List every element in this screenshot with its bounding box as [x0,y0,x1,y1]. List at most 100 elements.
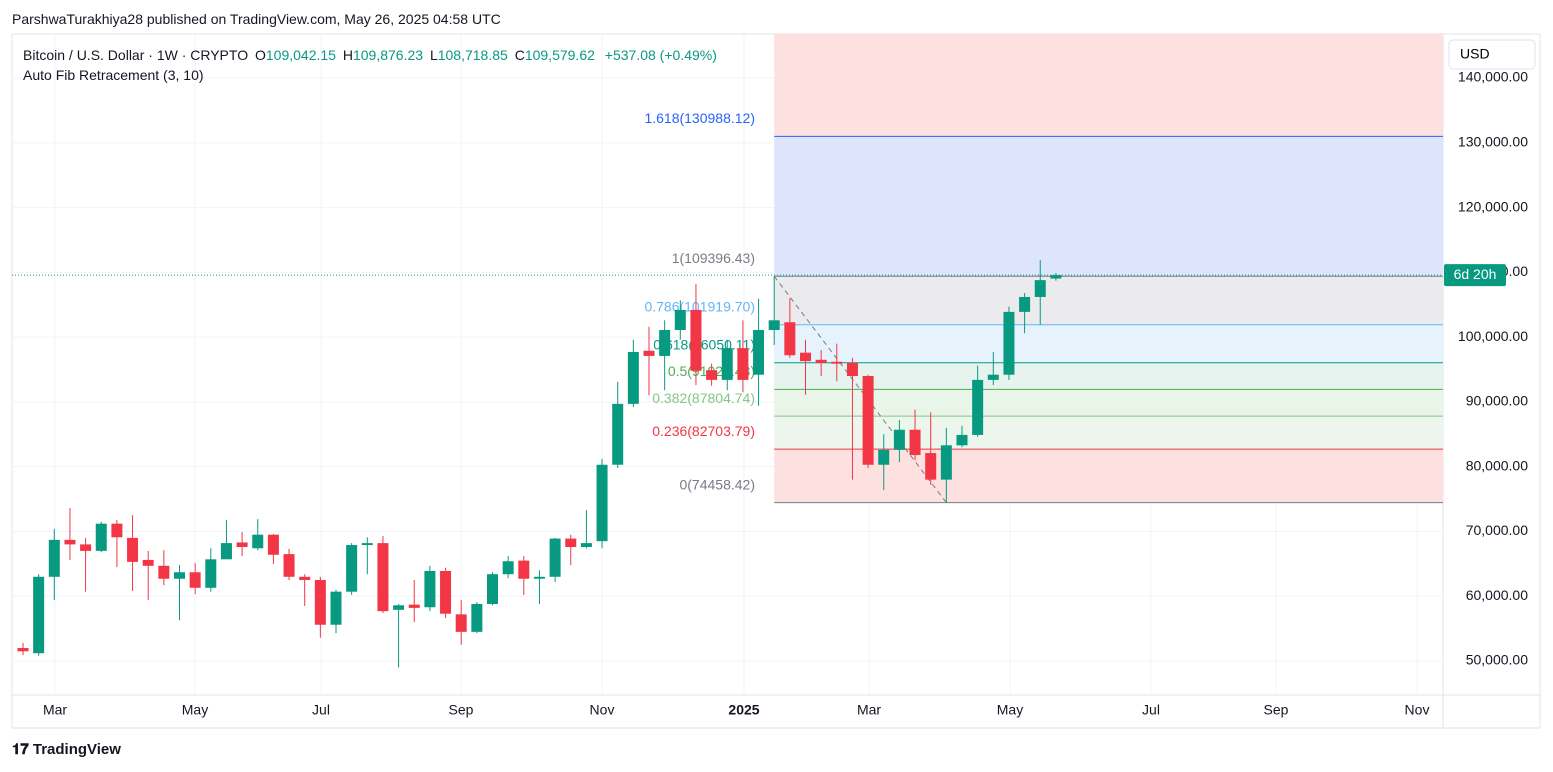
fib-zone [774,449,1443,503]
candle-body [127,537,139,562]
candle-body [925,453,937,480]
legend-value: 109,042.15 [265,47,336,63]
change: +537.08 (+0.49%) [604,47,717,63]
x-tick-label: May [997,702,1023,718]
candle-body [893,429,905,450]
candle-body [314,580,326,625]
fib-zone [774,389,1443,417]
ohlc: O109,042.15 H109,876.23 L108,718.85 C109… [255,47,602,63]
candle-body [721,348,733,380]
candle-body [549,538,561,577]
candle-body [674,309,686,331]
candle-body [377,543,389,612]
y-tick-label: 60,000.00 [1466,587,1528,603]
candle-body [33,576,45,654]
candle-body [487,574,498,604]
y-tick-label: 140,000.00 [1458,69,1528,85]
legend-value: 109,876.23 [352,47,424,63]
fib-label: 0.786(101919.70) [644,298,755,314]
candle-body [659,330,671,356]
x-tick-label: Jul [312,702,330,718]
candle-body [142,559,154,566]
logo[interactable]: 𝟏𝟕 TradingView [12,741,121,758]
candle-body [393,605,405,610]
trend-line [773,275,947,503]
candle-body [533,576,545,579]
countdown: 6d 20h [1454,266,1497,282]
candle-body [502,561,514,575]
candle-body [987,374,999,380]
y-tick-label: 70,000.00 [1466,522,1528,538]
logo-mark: 𝟏𝟕 [12,741,33,758]
x-tick-label: Mar [857,702,881,718]
logo-text: TradingView [32,741,121,758]
candle-body [580,543,592,547]
y-tick-label: 100,000.00 [1458,328,1528,344]
candle-body [800,352,811,362]
fib-zone [774,34,1443,137]
y-tick-label: 130,000.00 [1458,134,1528,150]
candle-body [408,604,420,608]
plot-layer: 1.618(130988.12) 1(109396.43) 0.786(101919… [12,34,1443,695]
currency: USD [1460,46,1490,62]
legend-key: L [429,47,438,63]
x-tick-label: 2025 [728,702,759,718]
candle-body [862,375,874,465]
candle-body [267,534,279,555]
legend: Bitcoin / U.S. Dollar · 1W · CRYPTO O109… [23,45,720,85]
candle-body [346,545,358,592]
candle-body [64,539,76,545]
candle-body [471,603,483,632]
candle-body [440,570,452,614]
y-tick-label: 90,000.00 [1466,393,1528,409]
candle-body [361,543,373,546]
x-tick-label: May [182,702,208,718]
candle-body [1003,311,1015,375]
candle-body [706,370,718,380]
fib-label: 0(74458.42) [679,476,755,492]
candle-body [831,361,843,364]
y-tick-label: 120,000.00 [1458,198,1528,214]
legend-row: Bitcoin / U.S. Dollar · 1W · CRYPTO O109… [23,45,720,65]
candle-body [909,429,921,456]
legend-key: H [342,47,353,63]
legend-key: O [254,47,266,63]
candle-body [846,363,858,376]
candle-body [784,322,796,356]
candle-body [753,330,765,375]
candle-body [189,572,201,588]
candle-body [220,543,232,560]
fib-zone [774,136,1443,277]
fib-label: 0.382(87804.74) [652,390,755,406]
legend-value: 108,718.85 [437,47,508,63]
countdown-badge [1444,264,1506,287]
candle-body [768,320,780,331]
candle-body [565,538,577,547]
candle-body [174,572,185,579]
legend-value: 109,579.62 [524,47,595,63]
currency-box[interactable] [1448,39,1536,70]
candle-body [627,352,639,404]
candle-body [690,309,702,371]
indicator: Auto Fib Retracement (3, 10) [23,67,204,83]
candle-body [330,591,342,625]
fib-label: 1.618(130988.12) [644,110,755,126]
candle-body [236,542,248,547]
fib-zone [774,416,1443,450]
fib-label: 0.236(82703.79) [652,423,755,439]
candle-body [596,464,608,542]
candle-body [17,648,29,652]
candle-body [1034,280,1046,297]
candle-body [95,523,107,551]
y-tick-label: 50,000.00 [1466,652,1528,668]
candle-body [283,554,295,577]
candle-body [455,614,467,632]
candle-body [424,570,436,608]
candle-body [252,534,264,549]
x-tick-label: Sep [449,702,474,718]
candle-body [1019,296,1031,312]
fib-zone [774,324,1443,363]
candle-body [518,560,530,579]
fib-zone [774,362,1443,390]
